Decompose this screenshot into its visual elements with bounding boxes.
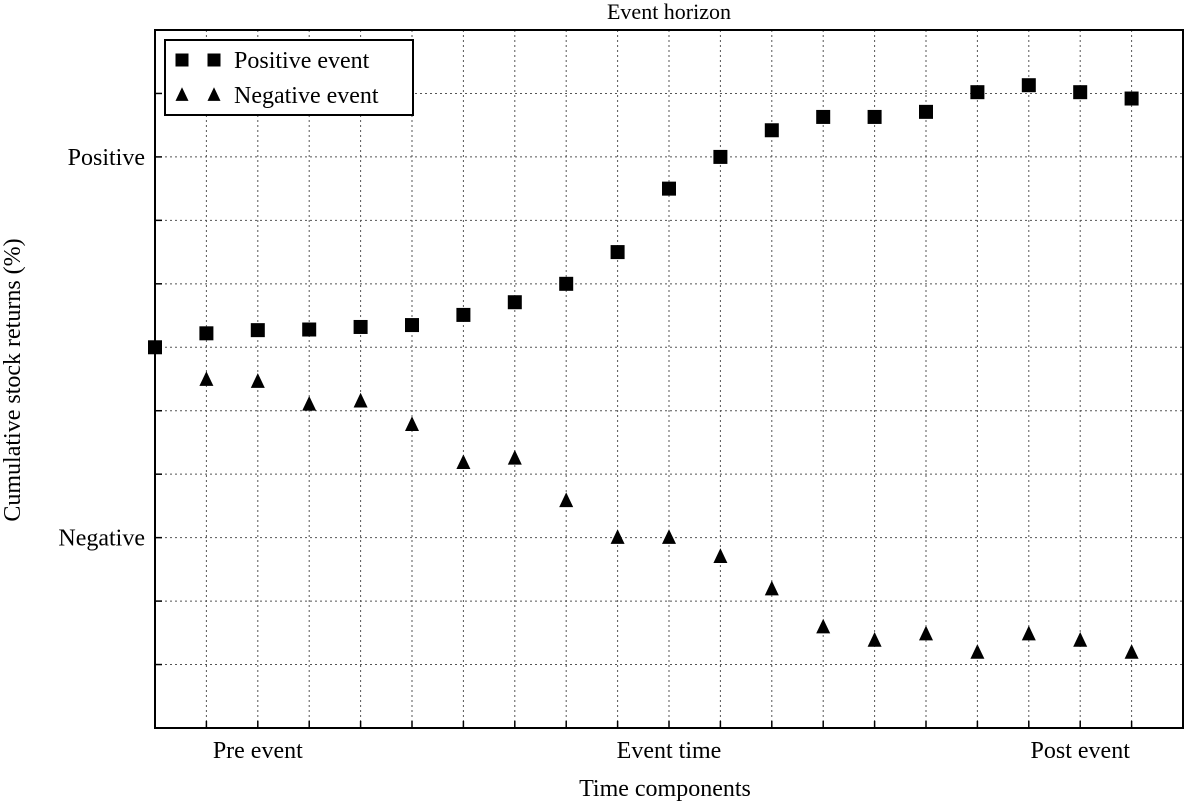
negative-event-point — [1124, 644, 1139, 659]
negative-event-point — [816, 618, 831, 634]
ticks: Pre event Event time Post event Positive Neg… — [58, 92, 1133, 764]
negative-event-point — [353, 392, 368, 408]
positive-event-point — [816, 109, 831, 124]
x-tick-label: Post event — [1031, 738, 1131, 764]
legend: Positive event Negative event — [164, 39, 414, 116]
x-axis-label: Time components — [579, 776, 751, 802]
positive-event-point — [1124, 91, 1139, 106]
plot-frame — [154, 29, 1184, 729]
negative-event-point — [713, 548, 728, 563]
positive-event-point — [507, 295, 522, 310]
positive-event-point — [867, 109, 882, 124]
negative-event-point — [507, 449, 522, 465]
positive-event-point — [456, 307, 471, 322]
legend-square-marker — [175, 53, 189, 67]
legend-box — [164, 39, 414, 116]
x-tick-label: Event time — [617, 738, 722, 764]
negative-event-point — [1021, 625, 1036, 641]
negative-event-point — [250, 373, 265, 388]
positive-event-point — [302, 322, 317, 337]
positive-event-point — [1073, 85, 1088, 100]
negative-event-point — [559, 492, 574, 508]
positive-event-point — [610, 245, 625, 260]
legend-label: Positive event — [234, 48, 370, 74]
negative-event-point — [610, 529, 625, 544]
x-tick-label: Pre event — [213, 738, 303, 764]
positive-event-point — [919, 104, 933, 119]
data-points — [148, 78, 1139, 659]
legend-triangle-marker — [207, 87, 221, 101]
negative-event-point — [302, 395, 317, 411]
y-axis-label: Cumulative stock returns (%) — [0, 238, 26, 521]
positive-event-point — [353, 319, 368, 334]
positive-event-point — [764, 123, 779, 138]
positive-event-point — [970, 85, 985, 100]
negative-event-point — [919, 625, 933, 641]
negative-event-point — [199, 371, 214, 386]
negative-event-point — [456, 454, 471, 470]
positive-event-point — [199, 326, 214, 341]
legend-square-marker — [207, 53, 221, 67]
legend-label: Negative event — [234, 83, 379, 109]
negative-event-point — [1073, 632, 1088, 647]
positive-event-point — [1021, 78, 1036, 93]
positive-event-point — [405, 318, 419, 333]
positive-event-point — [662, 181, 676, 196]
negative-event-point — [867, 632, 882, 647]
positive-event-point — [250, 323, 265, 338]
negative-event-point — [405, 416, 419, 431]
negative-event-point — [662, 529, 676, 544]
gridlines — [155, 30, 1183, 728]
negative-event-point — [970, 644, 985, 659]
chart-title: Event horizon — [607, 0, 731, 24]
y-tick-label: Negative — [58, 526, 145, 552]
y-tick-label: Positive — [68, 145, 145, 171]
positive-event-point — [559, 276, 574, 291]
positive-event-point — [713, 149, 728, 164]
legend-triangle-marker — [175, 87, 189, 101]
negative-event-point — [764, 580, 779, 596]
